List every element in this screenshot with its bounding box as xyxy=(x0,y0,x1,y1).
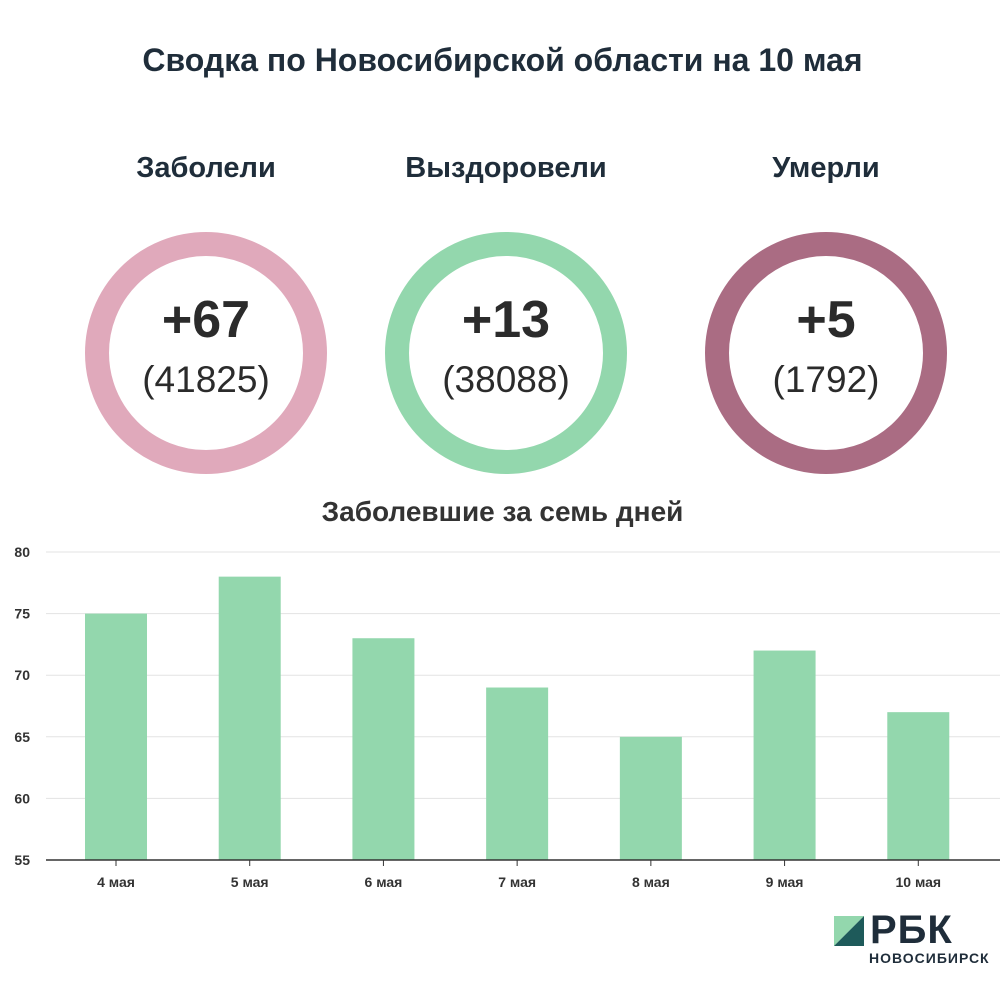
bar xyxy=(619,736,682,860)
stat-infected-delta: +67 xyxy=(161,291,251,349)
bar xyxy=(753,650,816,860)
rbc-logo-mark-icon xyxy=(834,916,864,946)
stat-deaths: Умерли +5 (1792) xyxy=(666,148,986,474)
stat-infected-label: Заболели xyxy=(136,152,276,184)
stat-recovered-ring: +13 (38088) xyxy=(385,232,627,474)
page-title: Сводка по Новосибирской области на 10 ма… xyxy=(142,42,863,78)
y-tick-label: 55 xyxy=(14,852,30,868)
x-tick-label: 7 мая xyxy=(498,874,536,890)
x-tick-label: 5 мая xyxy=(231,874,269,890)
y-tick-label: 70 xyxy=(14,667,30,683)
x-tick-label: 6 мая xyxy=(365,874,403,890)
stat-recovered-total: (38088) xyxy=(442,359,570,400)
stat-recovered: Выздоровели +13 (38088) xyxy=(346,148,666,474)
stat-recovered-delta: +13 xyxy=(461,291,551,349)
bar xyxy=(218,576,281,860)
stat-deaths-total: (1792) xyxy=(772,359,880,400)
chart-title: Заболевшие за семь дней xyxy=(321,496,684,527)
bar-chart: 55 60 65 70 75 80 4 мая 5 мая 6 мая 7 мая 8 мая 9 м… xyxy=(14,544,1000,890)
y-tick-label: 75 xyxy=(14,606,30,622)
stat-infected-total: (41825) xyxy=(142,359,270,400)
y-tick-label: 80 xyxy=(14,544,30,560)
stat-recovered-label: Выздоровели xyxy=(405,152,607,184)
rbc-logo-city: НОВОСИБИРСК xyxy=(869,950,990,966)
bar xyxy=(887,712,950,860)
stat-infected: Заболели +67 (41825) xyxy=(46,148,366,474)
y-tick-label: 65 xyxy=(14,729,30,745)
x-tick-label: 8 мая xyxy=(632,874,670,890)
x-tick-label: 4 мая xyxy=(97,874,135,890)
bar xyxy=(352,638,415,860)
rbc-logo-word: РБК xyxy=(870,908,953,952)
bar xyxy=(486,687,549,860)
x-tick-label: 10 мая xyxy=(895,874,941,890)
x-tick-label: 9 мая xyxy=(766,874,804,890)
bar xyxy=(85,613,147,860)
stat-infected-ring: +67 (41825) xyxy=(85,232,327,474)
rbc-logo: РБК НОВОСИБИРСК xyxy=(832,908,997,972)
y-tick-label: 60 xyxy=(14,790,30,806)
stat-deaths-ring: +5 (1792) xyxy=(705,232,947,474)
stat-deaths-delta: +5 xyxy=(796,291,856,349)
stat-deaths-label: Умерли xyxy=(772,152,880,184)
